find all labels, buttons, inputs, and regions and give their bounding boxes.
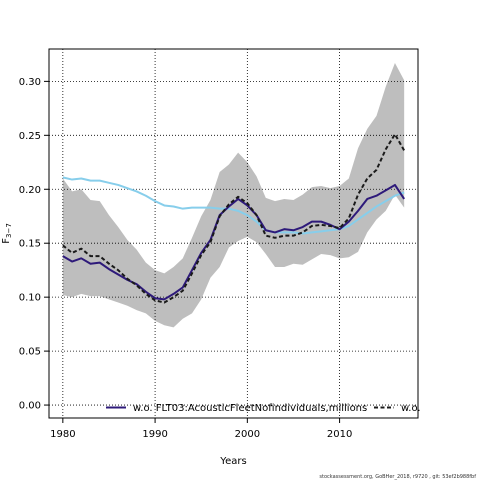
series-line-1 (62, 133, 406, 304)
legend: w.o. FLT03:AcousticFleetNofindividuals,m… (106, 403, 421, 414)
y-tick-label: 0.25 (19, 131, 41, 142)
confidence-band-layer (62, 63, 405, 328)
y-axis: 0.00 0.05 0.10 0.15 0.20 0.25 0.30 (19, 77, 49, 412)
x-tick-label: 2010 (327, 429, 352, 440)
footer-text: stockassessment.org, GoBHer_2018, r9720 … (319, 474, 476, 480)
y-axis-label-subscript: 3−7 (5, 223, 13, 238)
x-tick-label: 1980 (50, 429, 75, 440)
y-tick-label: 0.30 (19, 77, 41, 88)
confidence-band (62, 63, 405, 328)
legend-label-series-0: w.o. FLT03:AcousticFleetNofindividuals,m… (133, 403, 367, 414)
y-tick-label: 0.15 (19, 239, 41, 250)
series-layer (62, 133, 406, 304)
x-tick-label: 1990 (142, 429, 167, 440)
y-tick-label: 0.20 (19, 185, 41, 196)
series-line-2 (62, 176, 405, 235)
x-tick-label: 2000 (235, 429, 260, 440)
legend-label-series-1: w.o. (401, 403, 421, 414)
y-tick-label: 0.05 (19, 347, 41, 358)
x-axis-label: Years (219, 456, 246, 467)
y-axis-label-main: F (1, 238, 12, 244)
y-tick-label: 0.00 (19, 401, 41, 412)
plot-frame (48, 48, 419, 419)
y-tick-label: 0.10 (19, 293, 41, 304)
series-line-0 (62, 183, 405, 301)
x-axis: 1980 1990 2000 2010 (50, 418, 352, 440)
y-axis-label: F3−7 (1, 223, 13, 244)
